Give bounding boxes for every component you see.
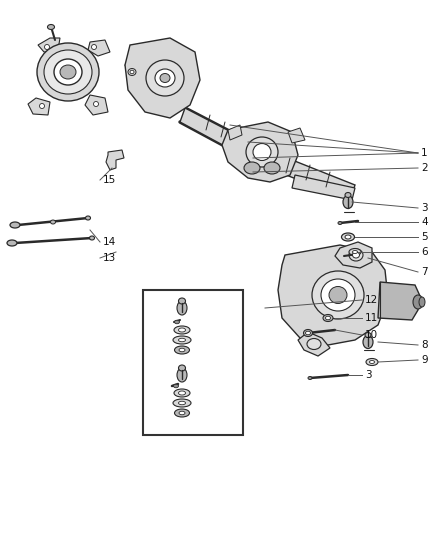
Ellipse shape bbox=[173, 399, 191, 407]
Ellipse shape bbox=[173, 384, 179, 387]
Ellipse shape bbox=[174, 320, 180, 324]
Ellipse shape bbox=[89, 236, 95, 240]
Ellipse shape bbox=[325, 316, 331, 320]
Ellipse shape bbox=[93, 101, 99, 107]
Ellipse shape bbox=[179, 391, 186, 395]
Text: 1: 1 bbox=[421, 148, 427, 158]
Text: 14: 14 bbox=[103, 237, 116, 247]
Text: 2: 2 bbox=[421, 163, 427, 173]
Ellipse shape bbox=[342, 233, 354, 241]
Ellipse shape bbox=[244, 162, 260, 174]
Ellipse shape bbox=[349, 248, 361, 255]
Ellipse shape bbox=[54, 59, 82, 85]
Polygon shape bbox=[292, 175, 355, 200]
Polygon shape bbox=[38, 38, 60, 52]
Text: 6: 6 bbox=[421, 247, 427, 257]
Text: 5: 5 bbox=[421, 232, 427, 242]
Ellipse shape bbox=[179, 401, 186, 405]
Ellipse shape bbox=[304, 329, 312, 336]
Ellipse shape bbox=[179, 411, 185, 415]
Text: 11: 11 bbox=[365, 313, 378, 323]
Ellipse shape bbox=[323, 314, 333, 321]
Polygon shape bbox=[106, 150, 124, 170]
Text: 10: 10 bbox=[365, 330, 378, 340]
Ellipse shape bbox=[174, 326, 190, 334]
Ellipse shape bbox=[155, 69, 175, 87]
Ellipse shape bbox=[349, 249, 363, 261]
Polygon shape bbox=[125, 58, 150, 82]
Polygon shape bbox=[258, 148, 355, 200]
Text: 9: 9 bbox=[421, 355, 427, 365]
Ellipse shape bbox=[177, 368, 187, 382]
Text: 3: 3 bbox=[421, 203, 427, 213]
Ellipse shape bbox=[146, 60, 184, 96]
Ellipse shape bbox=[39, 103, 45, 109]
Ellipse shape bbox=[345, 192, 351, 198]
Polygon shape bbox=[288, 128, 305, 143]
Text: 4: 4 bbox=[421, 217, 427, 227]
Ellipse shape bbox=[179, 298, 186, 304]
Ellipse shape bbox=[160, 74, 170, 83]
Ellipse shape bbox=[179, 365, 186, 371]
Ellipse shape bbox=[173, 336, 191, 344]
Ellipse shape bbox=[37, 43, 99, 101]
Ellipse shape bbox=[179, 328, 186, 332]
Polygon shape bbox=[378, 282, 420, 320]
Ellipse shape bbox=[353, 251, 357, 254]
Ellipse shape bbox=[179, 338, 186, 342]
Ellipse shape bbox=[44, 50, 92, 94]
Ellipse shape bbox=[363, 335, 373, 349]
Ellipse shape bbox=[85, 216, 91, 220]
Ellipse shape bbox=[7, 240, 17, 246]
Ellipse shape bbox=[353, 252, 360, 258]
Ellipse shape bbox=[174, 409, 190, 417]
Ellipse shape bbox=[307, 338, 321, 350]
Ellipse shape bbox=[10, 222, 20, 228]
Ellipse shape bbox=[345, 235, 351, 239]
Polygon shape bbox=[222, 122, 298, 182]
Text: 3: 3 bbox=[365, 370, 371, 380]
Ellipse shape bbox=[179, 348, 185, 352]
Ellipse shape bbox=[174, 346, 190, 354]
Ellipse shape bbox=[329, 287, 347, 303]
Ellipse shape bbox=[264, 162, 280, 174]
Polygon shape bbox=[28, 98, 50, 115]
Ellipse shape bbox=[130, 70, 134, 74]
Text: 7: 7 bbox=[421, 267, 427, 277]
Ellipse shape bbox=[177, 301, 187, 315]
Ellipse shape bbox=[419, 297, 425, 307]
Text: 12: 12 bbox=[365, 295, 378, 305]
Ellipse shape bbox=[312, 271, 364, 319]
Ellipse shape bbox=[253, 143, 271, 160]
Ellipse shape bbox=[92, 44, 96, 50]
Text: 15: 15 bbox=[103, 175, 116, 185]
Ellipse shape bbox=[343, 196, 353, 208]
Ellipse shape bbox=[308, 376, 312, 379]
Polygon shape bbox=[278, 245, 388, 345]
Polygon shape bbox=[88, 40, 110, 56]
Ellipse shape bbox=[45, 44, 49, 50]
Ellipse shape bbox=[370, 360, 374, 364]
Polygon shape bbox=[228, 125, 242, 140]
Polygon shape bbox=[85, 95, 108, 115]
Text: 13: 13 bbox=[103, 253, 116, 263]
Ellipse shape bbox=[305, 331, 311, 335]
Ellipse shape bbox=[246, 137, 278, 167]
Ellipse shape bbox=[338, 222, 342, 224]
Ellipse shape bbox=[128, 69, 136, 76]
Ellipse shape bbox=[60, 65, 76, 79]
Ellipse shape bbox=[321, 279, 355, 311]
Bar bbox=[143, 290, 243, 435]
Ellipse shape bbox=[174, 389, 190, 397]
Polygon shape bbox=[298, 332, 330, 356]
Ellipse shape bbox=[47, 25, 54, 29]
Polygon shape bbox=[125, 38, 200, 118]
Ellipse shape bbox=[413, 295, 423, 309]
Polygon shape bbox=[180, 108, 262, 164]
Ellipse shape bbox=[50, 220, 56, 224]
Polygon shape bbox=[335, 242, 372, 268]
Ellipse shape bbox=[365, 333, 371, 337]
Ellipse shape bbox=[366, 359, 378, 366]
Text: 8: 8 bbox=[421, 340, 427, 350]
